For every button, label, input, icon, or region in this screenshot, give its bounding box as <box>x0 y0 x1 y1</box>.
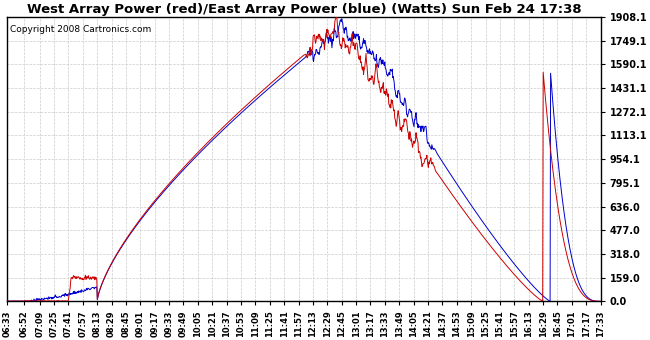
Text: Copyright 2008 Cartronics.com: Copyright 2008 Cartronics.com <box>10 26 151 34</box>
Title: West Array Power (red)/East Array Power (blue) (Watts) Sun Feb 24 17:38: West Array Power (red)/East Array Power … <box>27 3 581 16</box>
